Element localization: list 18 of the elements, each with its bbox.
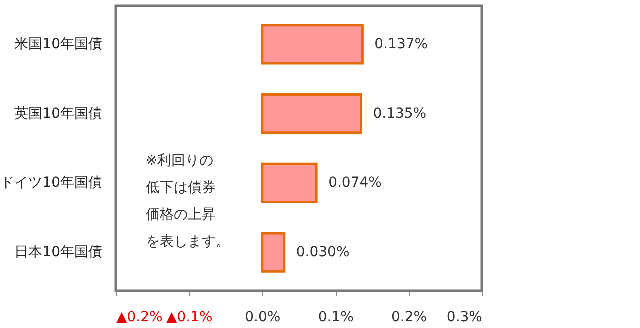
data-label: 0.137% — [374, 36, 428, 52]
x-tick-label: ▲0.1% — [166, 310, 213, 326]
x-tick-label: 0.2% — [392, 310, 428, 326]
annotation: 価格の上昇 — [146, 207, 216, 223]
y-tick-label: 英国10年国債 — [14, 106, 102, 122]
annotation: を表します。 — [146, 234, 230, 250]
y-tick-label: ドイツ10年国債 — [0, 175, 102, 192]
data-label: 0.030% — [296, 244, 350, 261]
x-tick-label: 0.1% — [318, 310, 354, 326]
annotation: 低下は債券 — [146, 180, 216, 196]
x-tick-label: 0.3% — [446, 310, 482, 326]
y-tick-label: 米国10年国債 — [14, 36, 102, 52]
data-label: 0.074% — [328, 175, 382, 192]
x-tick-label: ▲0.2% — [116, 310, 163, 326]
y-tick-label: 日本10年国債 — [14, 244, 102, 261]
annotation: ※利回りの — [146, 153, 214, 169]
x-tick-label: 0.0% — [245, 310, 281, 326]
data-label: 0.135% — [373, 106, 427, 122]
